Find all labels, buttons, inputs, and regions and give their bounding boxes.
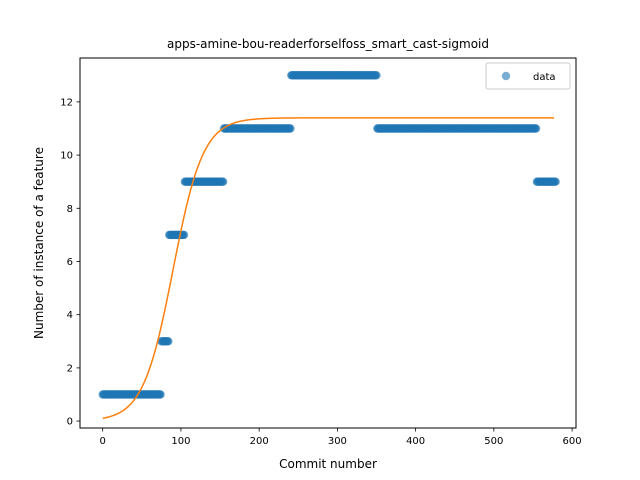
y-tick-label: 10 — [60, 151, 73, 162]
data-point — [164, 337, 173, 346]
x-tick-label: 0 — [100, 436, 106, 447]
y-tick-label: 2 — [67, 363, 73, 374]
data-point — [372, 71, 381, 80]
data-point — [179, 230, 189, 240]
legend-frame — [485, 62, 571, 90]
y-tick-label: 8 — [67, 204, 73, 215]
plot-area — [98, 71, 560, 420]
y-tick-label: 0 — [67, 417, 73, 428]
y-tick-label: 6 — [67, 257, 73, 268]
x-tick-label: 300 — [328, 436, 347, 447]
axes-frame — [79, 57, 577, 429]
x-tick-label: 600 — [563, 436, 582, 447]
x-tick-label: 400 — [406, 436, 425, 447]
x-tick-label: 100 — [171, 436, 190, 447]
data-point — [286, 124, 295, 133]
y-tick-label: 12 — [60, 97, 73, 108]
data-point — [531, 124, 541, 133]
chart-title: apps-amine-bou-readerforselfoss_smart_ca… — [167, 37, 489, 51]
y-axis-label: Number of instance of a feature — [32, 147, 46, 339]
sigmoid-fit-line — [102, 117, 555, 420]
data-point — [551, 177, 560, 186]
data-point — [218, 177, 228, 186]
legend: data — [485, 62, 571, 90]
y-tick-label: 4 — [67, 310, 73, 321]
y-axis: 0 2 4 6 8 10 12 — [60, 97, 80, 428]
data-points — [98, 71, 560, 399]
x-tick-label: 200 — [250, 436, 269, 447]
legend-marker-data — [501, 71, 511, 81]
x-axis: 0 100 200 300 400 500 600 — [100, 428, 582, 447]
legend-label-data: data — [533, 72, 556, 83]
data-point — [156, 390, 165, 399]
x-axis-label: Commit number — [279, 457, 377, 471]
x-tick-label: 500 — [484, 436, 503, 447]
